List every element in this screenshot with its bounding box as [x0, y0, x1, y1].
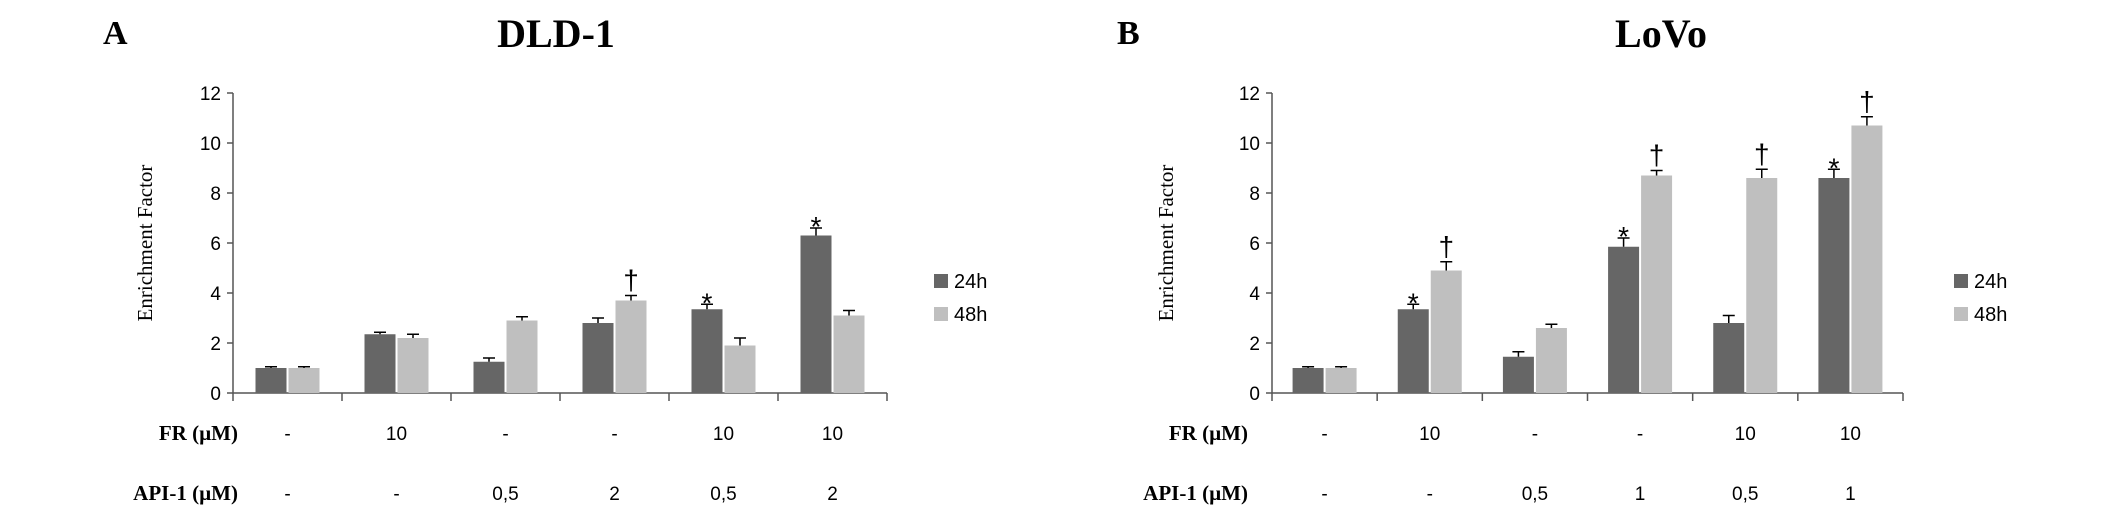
y-tick-label: 2	[1249, 334, 1260, 355]
chart-title: LoVo	[1615, 11, 1707, 56]
row-label-api1: API-1 (µM)	[133, 481, 238, 505]
bar-48h-0	[1325, 368, 1357, 393]
chart-title: DLD-1	[497, 11, 615, 56]
bar-48h-4	[1746, 178, 1778, 393]
y-tick-label: 4	[210, 284, 221, 305]
row-label-fr: FR (µM)	[159, 421, 238, 445]
chart-dld1: A DLD-1 Enrichment Factor 0 2 4 6 8 10 12 - - 10 - - 0,…	[103, 11, 987, 505]
bar-24h-0	[255, 368, 287, 393]
legend-swatch-24h	[934, 274, 948, 288]
y-tick-label: 6	[1249, 234, 1260, 255]
bar-48h-1	[397, 338, 429, 393]
api1-value: -	[393, 484, 399, 505]
bar-48h-2	[1535, 328, 1567, 393]
fr-value: -	[611, 424, 617, 445]
chart-panel-dld1: A DLD-1 Enrichment Factor 0 2 4 6 8 10 12 - - 10 - - 0,…	[103, 11, 987, 505]
y-tick-label: 0	[1249, 384, 1260, 405]
chart-lovo: B LoVo Enrichment Factor 0 2 4 6 8 10 12 - - * † 10 - - 0…	[1117, 11, 2007, 505]
y-tick-label: 10	[1239, 134, 1260, 155]
bar-48h-2	[506, 320, 538, 393]
significance-marker: †	[1649, 140, 1665, 171]
y-tick-label: 2	[210, 334, 221, 355]
y-axis-label: Enrichment Factor	[133, 165, 157, 322]
significance-marker: †	[1859, 86, 1875, 117]
y-tick-label: 6	[210, 234, 221, 255]
bar-48h-1	[1430, 270, 1462, 393]
bar-24h-5	[800, 235, 832, 393]
y-axis-label: Enrichment Factor	[1154, 165, 1178, 322]
legend-swatch-48h	[1954, 307, 1968, 321]
fr-value: -	[1321, 424, 1327, 445]
row-label-fr: FR (µM)	[1169, 421, 1248, 445]
significance-marker: †	[1754, 138, 1770, 169]
api1-value: 0,5	[710, 484, 736, 505]
fr-value: 10	[1840, 424, 1861, 445]
bar-24h-4	[691, 309, 723, 393]
bar-48h-5	[1851, 125, 1883, 393]
fr-value: 10	[822, 424, 843, 445]
y-tick-label: 4	[1249, 284, 1260, 305]
significance-marker: *	[811, 211, 822, 242]
fr-value: 10	[386, 424, 407, 445]
legend-label-24h: 24h	[954, 271, 987, 293]
fr-value: -	[1532, 424, 1538, 445]
significance-marker: *	[1618, 221, 1629, 252]
y-tick-label: 8	[210, 184, 221, 205]
api1-value: 2	[609, 484, 620, 505]
row-label-api1: API-1 (µM)	[1143, 481, 1248, 505]
bar-24h-0	[1292, 368, 1324, 393]
significance-marker: *	[702, 287, 713, 318]
chart-panel-lovo: B LoVo Enrichment Factor 0 2 4 6 8 10 12 - - * † 10 - - 0…	[1063, 0, 2126, 514]
y-tick-label: 10	[200, 134, 221, 155]
panel-letter: A	[103, 15, 128, 52]
bar-24h-2	[473, 361, 505, 393]
bar-24h-4	[1713, 323, 1745, 393]
y-tick-label: 12	[1239, 84, 1260, 105]
significance-marker: *	[1828, 152, 1839, 183]
legend-swatch-48h	[934, 307, 948, 321]
fr-value: 10	[1419, 424, 1440, 445]
fr-value: 10	[1735, 424, 1756, 445]
api1-value: 0,5	[1732, 484, 1758, 505]
bar-24h-1	[1397, 309, 1429, 393]
fr-value: -	[502, 424, 508, 445]
api1-value: -	[1427, 484, 1433, 505]
y-tick-label: 8	[1249, 184, 1260, 205]
panel-letter: B	[1117, 15, 1140, 52]
bar-48h-5	[833, 315, 865, 393]
legend-label-24h: 24h	[1974, 271, 2007, 293]
bar-24h-3	[1608, 246, 1640, 393]
y-tick-label: 0	[210, 384, 221, 405]
bar-24h-5	[1818, 178, 1850, 393]
bar-48h-0	[288, 368, 320, 393]
api1-value: 1	[1845, 484, 1856, 505]
significance-marker: †	[623, 265, 639, 296]
bar-24h-1	[364, 334, 396, 393]
fr-value: -	[284, 424, 290, 445]
fr-value: 10	[713, 424, 734, 445]
significance-marker: *	[1408, 287, 1419, 318]
legend-label-48h: 48h	[1974, 304, 2007, 326]
api1-value: -	[1321, 484, 1327, 505]
bar-48h-4	[724, 345, 756, 393]
bar-48h-3	[615, 300, 647, 393]
bar-24h-3	[582, 323, 614, 393]
api1-value: -	[284, 484, 290, 505]
bar-24h-2	[1502, 356, 1534, 393]
y-tick-label: 12	[200, 84, 221, 105]
api1-value: 0,5	[1522, 484, 1548, 505]
api1-value: 2	[827, 484, 838, 505]
legend-swatch-24h	[1954, 274, 1968, 288]
api1-value: 1	[1635, 484, 1646, 505]
legend-label-48h: 48h	[954, 304, 987, 326]
bar-48h-3	[1641, 175, 1673, 393]
fr-value: -	[1637, 424, 1643, 445]
significance-marker: †	[1438, 231, 1454, 262]
api1-value: 0,5	[492, 484, 518, 505]
